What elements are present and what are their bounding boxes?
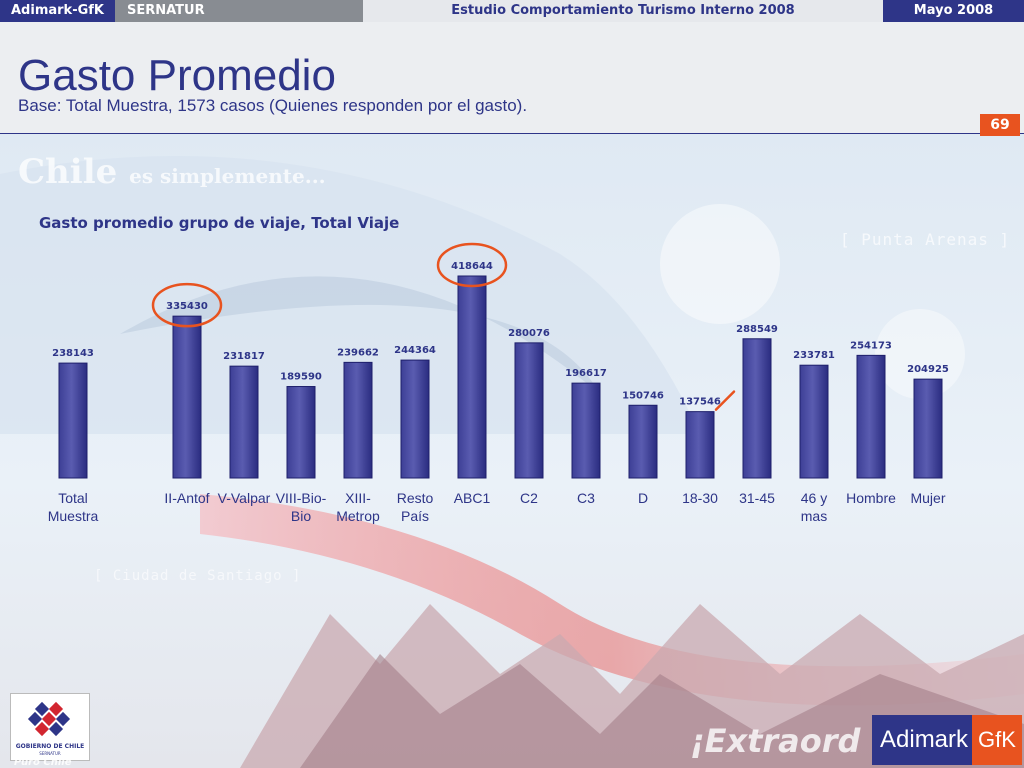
government-emblem-icon: [27, 701, 71, 737]
data-label-10: 196617: [565, 368, 607, 379]
category-label-4-1: V-Valpar: [218, 490, 271, 506]
category-label-5-2: Bio: [291, 508, 311, 524]
category-label-16-1: Mujer: [910, 490, 945, 506]
bar-11: [628, 404, 658, 479]
data-label-15: 254173: [850, 340, 892, 351]
government-logo: GOBIERNO DE CHILE SERNATUR: [10, 693, 90, 761]
company-logo-gfk: GfK: [972, 715, 1022, 765]
data-label-12: 137546: [679, 397, 721, 408]
date-label: Mayo 2008: [883, 0, 1024, 22]
data-label-5: 189590: [280, 372, 322, 383]
puro-chile-label: Puro Chile: [14, 757, 72, 768]
category-label-6-1: XIII-: [345, 490, 371, 506]
category-label-11-1: D: [638, 490, 648, 506]
category-label-12-1: 18-30: [682, 490, 718, 506]
data-label-7: 244364: [394, 345, 436, 356]
bar-12: [685, 411, 715, 479]
data-label-8: 418644: [451, 261, 493, 272]
bar-9: [514, 342, 544, 479]
category-label-1-2: Muestra: [48, 508, 99, 524]
study-title: Estudio Comportamiento Turismo Interno 2…: [363, 0, 883, 22]
bar-7: [400, 359, 430, 479]
company-logo-name: Adimark: [880, 726, 969, 753]
page-title: Gasto Promedio: [18, 51, 336, 100]
bar-14: [799, 364, 829, 479]
category-label-13-1: 31-45: [739, 490, 775, 506]
government-logo-text: GOBIERNO DE CHILE: [15, 743, 85, 750]
data-label-16: 204925: [907, 364, 949, 375]
data-label-14: 233781: [793, 350, 835, 361]
bar-6: [343, 361, 373, 479]
category-label-1-1: Total: [58, 490, 88, 506]
background-tag-punta-arenas: [ Punta Arenas ]: [840, 230, 1011, 249]
category-label-3-1: II-Antof: [164, 490, 209, 506]
data-label-11: 150746: [622, 390, 664, 401]
title-area: Gasto Promedio Base: Total Muestra, 1573…: [0, 22, 1024, 135]
bar-15: [856, 354, 886, 479]
category-label-15-1: Hombre: [846, 490, 896, 506]
data-label-1: 238143: [52, 348, 94, 359]
category-label-6-2: Metrop: [336, 508, 380, 524]
data-label-6: 239662: [337, 347, 379, 358]
background-slogan-rest: es simplemente...: [129, 164, 326, 188]
category-label-14-2: mas: [801, 508, 827, 524]
company-logo: Adimark GfK: [872, 715, 1022, 765]
government-logo-subtext: SERNATUR: [39, 751, 61, 756]
bar-13: [742, 338, 772, 479]
background-tag-santiago: [ Ciudad de Santiago ]: [94, 568, 302, 584]
chart-title: Gasto promedio grupo de viaje, Total Via…: [39, 214, 400, 232]
data-label-3: 335430: [166, 301, 208, 312]
brand-label: Adimark-GfK: [0, 0, 115, 22]
bar-5: [286, 386, 316, 479]
data-label-9: 280076: [508, 328, 550, 339]
page-number: 69: [980, 114, 1020, 136]
category-label-10-1: C3: [577, 490, 595, 506]
background-scenery: [0, 134, 1024, 768]
bar-1: [58, 362, 88, 479]
bar-10: [571, 382, 601, 479]
category-label-5-1: VIII-Bio-: [276, 490, 327, 506]
category-label-8-1: ABC1: [454, 490, 491, 506]
page-subtitle: Base: Total Muestra, 1573 casos (Quienes…: [18, 96, 528, 115]
bar-16: [913, 378, 943, 479]
background-banner: ¡Extraord: [690, 722, 861, 760]
data-label-13: 288549: [736, 324, 778, 335]
client-label: SERNATUR: [115, 0, 363, 22]
category-label-7-2: País: [401, 508, 429, 524]
category-label-14-1: 46 y: [801, 490, 827, 506]
bar-3: [172, 315, 202, 479]
data-label-4: 231817: [223, 351, 265, 362]
highlight-tick-12: [714, 390, 736, 411]
category-label-9-1: C2: [520, 490, 538, 506]
top-bar: Adimark-GfK SERNATUR Estudio Comportamie…: [0, 0, 1024, 22]
background-slogan: Chile es simplemente...: [18, 152, 326, 192]
bar-8: [457, 275, 487, 479]
category-label-7-1: Resto: [397, 490, 434, 506]
highlight-circle-3: [151, 282, 223, 328]
bar-4: [229, 365, 259, 479]
background-photo: Chile es simplemente... [ Punta Arenas ]…: [0, 134, 1024, 768]
highlight-circle-8: [436, 242, 508, 288]
